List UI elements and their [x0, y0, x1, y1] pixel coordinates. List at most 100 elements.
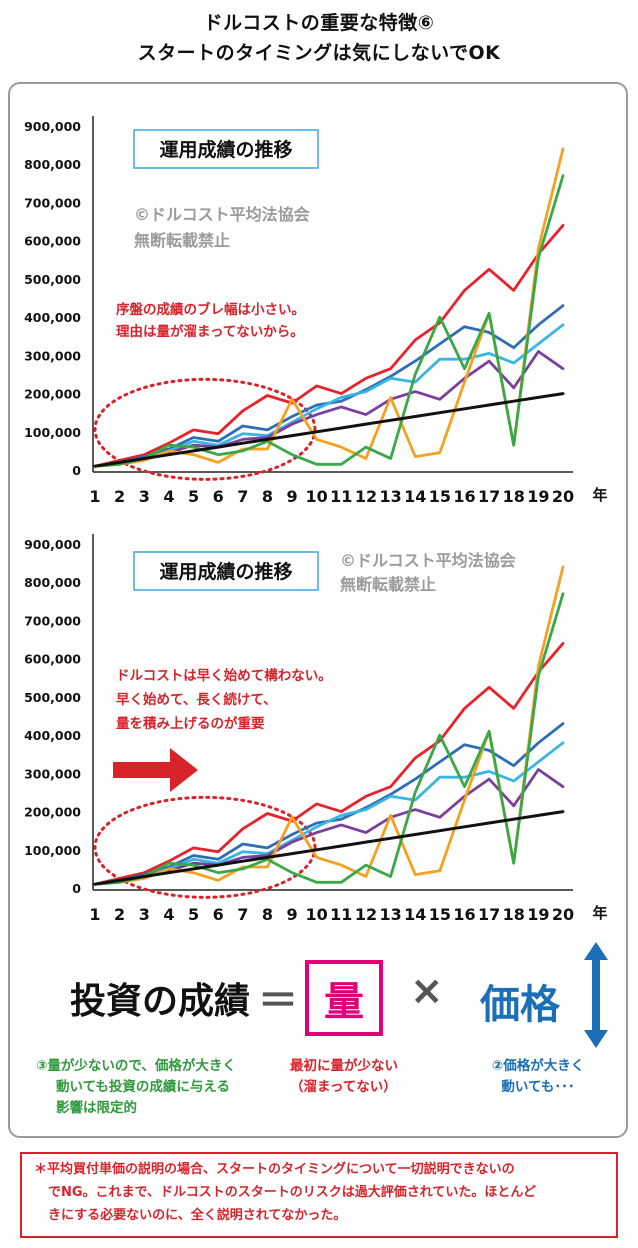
note-red-line: （溜まってない）: [290, 1079, 397, 1095]
x-tick-label: 18: [503, 487, 525, 506]
x-tick-label: 16: [453, 487, 475, 506]
x-tick-label: 8: [262, 905, 273, 924]
note-blue: ②価格が大きく 動いても･･･: [468, 1056, 608, 1098]
page-title-line-1: ドルコストの重要な特徴⑥: [203, 12, 435, 34]
x-tick-label: 1: [89, 487, 100, 506]
x-tick-label: 10: [306, 487, 328, 506]
x-tick-label: 4: [163, 905, 174, 924]
series-line: [93, 642, 565, 886]
highlight-ellipse: [93, 377, 317, 481]
watermark-line: ©ドルコスト平均法協会: [340, 551, 516, 570]
highlight-ellipse: [93, 795, 317, 899]
equation-equals-sign: ＝: [258, 978, 298, 1024]
x-tick-label: 5: [188, 487, 199, 506]
x-tick-label: 12: [355, 905, 377, 924]
x-tick-label: 16: [453, 905, 475, 924]
watermark-line: 無断転載禁止: [134, 231, 230, 250]
x-tick-label: 14: [404, 487, 426, 506]
annotation-line: 理由は量が溜まってないから。: [116, 323, 304, 340]
annotation-line: 早く始めて、長く続けて、: [116, 691, 277, 708]
y-tick-label: 200,000: [24, 805, 81, 820]
y-tick-label: 800,000: [24, 157, 81, 172]
x-tick-label: 7: [237, 905, 248, 924]
x-tick-label: 5: [188, 905, 199, 924]
y-tick-label: 600,000: [24, 234, 81, 249]
x-tick-label: 14: [404, 905, 426, 924]
chart-1: 0 100,000 200,000 300,000 400,000 500,000 600,…: [24, 116, 608, 506]
footnote-line: ＊平均買付単価の説明の場合、スタートのタイミングについて一切説明できないの: [34, 1162, 515, 1177]
x-tick-label: 1: [89, 905, 100, 924]
series-line: [93, 174, 565, 468]
note-green-line: 動いても投資の成績に与える: [56, 1079, 231, 1095]
series-line: [93, 224, 565, 468]
footnote-box: ＊平均買付単価の説明の場合、スタートのタイミングについて一切説明できないの でN…: [20, 1152, 618, 1238]
x-tick-label: 8: [262, 487, 273, 506]
y-tick-label: 700,000: [24, 613, 81, 628]
right-arrow-icon: [113, 748, 198, 792]
x-tick-label: 9: [286, 905, 297, 924]
y-tick-label: 400,000: [24, 310, 81, 325]
equation-price-label: 価格: [480, 982, 560, 1028]
x-tick-label: 13: [379, 487, 401, 506]
x-axis-label: 年: [592, 904, 607, 922]
series-line: [93, 592, 565, 886]
x-tick-label: 15: [429, 905, 451, 924]
note-green: ③量が少ないので、価格が大きく 動いても投資の成績に与える 影響は限定的: [36, 1056, 236, 1119]
x-tick-label: 4: [163, 487, 174, 506]
chart-title: 運用成績の推移: [159, 138, 292, 161]
y-tick-label: 400,000: [24, 728, 81, 743]
y-tick-label: 300,000: [24, 348, 81, 363]
chart-title-box: [133, 551, 319, 591]
y-tick-label: 900,000: [24, 119, 81, 134]
equation-quantity-label: 量: [324, 979, 364, 1025]
up-down-arrow-icon: [584, 942, 608, 1048]
chart-2: 0 100,000 200,000 300,000 400,000 500,000 600,…: [24, 534, 608, 924]
x-tick-label: 2: [114, 905, 125, 924]
series-line: [93, 741, 565, 886]
x-tick-label: 3: [139, 905, 150, 924]
y-tick-label: 100,000: [24, 843, 81, 858]
equation-quantity-box: 量: [305, 960, 383, 1036]
y-tick-label: 700,000: [24, 195, 81, 210]
series-line: [93, 323, 565, 468]
chart-title-box: [133, 129, 319, 169]
series-line: [93, 810, 565, 886]
y-tick-label: 0: [72, 463, 81, 478]
y-tick-label: 500,000: [24, 272, 81, 287]
watermark-line: ©ドルコスト平均法協会: [134, 205, 310, 224]
y-tick-label: 500,000: [24, 690, 81, 705]
y-tick-label: 200,000: [24, 387, 81, 402]
footnote-line: きにする必要ないのに、全く説明されてなかった。: [48, 1208, 347, 1223]
x-tick-label: 9: [286, 487, 297, 506]
x-tick-label: 18: [503, 905, 525, 924]
x-tick-label: 11: [330, 905, 352, 924]
series-line: [93, 392, 565, 468]
note-red: 最初に量が少ない （溜まってない）: [290, 1056, 398, 1098]
x-tick-label: 3: [139, 487, 150, 506]
x-tick-label: 11: [330, 487, 352, 506]
x-tick-label: 2: [114, 487, 125, 506]
note-green-line: ③量が少ないので、価格が大きく: [36, 1058, 236, 1074]
equation-performance-label: 投資の成績: [70, 981, 251, 1022]
x-tick-label: 7: [237, 487, 248, 506]
footnote-line: でNG。これまで、ドルコストのスタートのリスクは過大評価されていた。ほとんど: [48, 1185, 536, 1200]
annotation-line: ドルコストは早く始めて構わない。: [116, 667, 332, 684]
annotation-line: 量を積み上げるのが重要: [116, 715, 265, 732]
x-tick-label: 6: [213, 905, 224, 924]
y-tick-label: 100,000: [24, 425, 81, 440]
note-red-line: 最初に量が少ない: [290, 1058, 398, 1074]
y-tick-label: 300,000: [24, 766, 81, 781]
note-blue-line: ②価格が大きく: [491, 1058, 585, 1074]
x-tick-label: 10: [306, 905, 328, 924]
note-green-line: 影響は限定的: [56, 1100, 137, 1116]
equation-times-sign: ×: [410, 968, 444, 1014]
x-tick-label: 20: [552, 487, 574, 506]
x-tick-label: 6: [213, 487, 224, 506]
watermark-line: 無断転載禁止: [340, 575, 436, 594]
annotation-line: 序盤の成績のブレ幅は小さい。: [116, 301, 305, 318]
y-tick-label: 0: [72, 881, 81, 896]
x-tick-label: 19: [527, 487, 549, 506]
y-tick-label: 800,000: [24, 575, 81, 590]
x-tick-label: 19: [527, 905, 549, 924]
y-tick-label: 600,000: [24, 652, 81, 667]
